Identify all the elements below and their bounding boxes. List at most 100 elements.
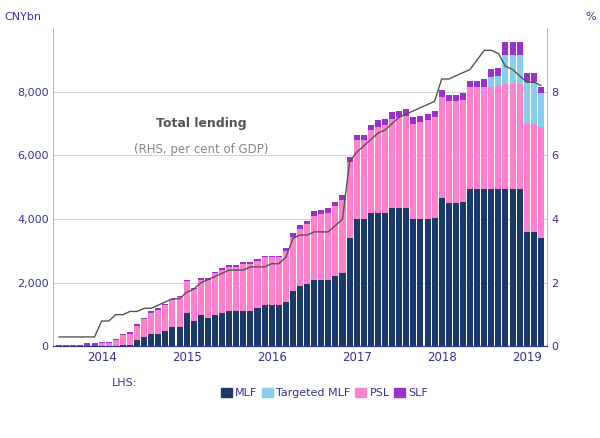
Bar [382,125,388,213]
Bar [368,130,374,213]
Bar [198,314,204,346]
Bar [425,120,431,219]
Bar [496,189,502,346]
Bar [254,261,260,308]
Bar [127,345,133,346]
Bar [453,101,459,203]
Bar [439,90,445,96]
Bar [98,342,104,343]
Bar [176,327,182,346]
Bar [531,124,537,232]
Bar [502,55,508,84]
Bar [56,345,62,346]
Bar [276,258,282,305]
Bar [169,299,175,300]
Bar [304,224,310,284]
Bar [233,265,239,267]
Bar [148,334,154,346]
Bar [318,209,324,214]
Bar [241,264,247,311]
Bar [262,305,268,346]
Bar [212,314,218,346]
Bar [460,93,466,100]
Bar [481,189,487,346]
Bar [496,76,502,85]
Bar [169,327,175,346]
Bar [502,84,508,189]
Bar [375,120,381,127]
Bar [155,308,161,310]
Bar [382,213,388,346]
Bar [488,189,494,346]
Bar [325,213,331,279]
Bar [488,70,494,78]
Bar [418,116,424,122]
Bar [205,318,211,346]
Bar [396,111,402,117]
Bar [509,42,515,55]
Bar [283,302,289,346]
Bar [361,140,367,219]
Bar [269,305,275,346]
Bar [311,211,317,216]
Bar [531,232,537,346]
Bar [92,343,98,346]
Bar [431,117,437,218]
Bar [389,113,395,119]
Bar [254,259,260,261]
Bar [467,189,473,346]
Text: Total lending: Total lending [156,117,247,130]
Bar [325,208,331,213]
Bar [531,82,537,124]
Bar [439,198,445,346]
Bar [538,87,544,93]
Bar [120,336,126,345]
Bar [283,248,289,251]
Bar [524,124,530,232]
Bar [169,300,175,327]
Bar [509,84,515,189]
Bar [254,308,260,346]
Bar [134,340,140,346]
Bar [219,270,225,313]
Bar [538,93,544,127]
Bar [127,334,133,345]
Bar [361,135,367,140]
Bar [311,279,317,346]
Bar [517,189,523,346]
Bar [318,214,324,279]
Bar [226,265,232,267]
Bar [509,55,515,84]
Bar [460,201,466,346]
Bar [176,296,182,297]
Bar [425,219,431,346]
Bar [403,208,409,346]
Text: (RHS, per cent of GDP): (RHS, per cent of GDP) [134,143,269,155]
Bar [141,318,147,319]
Bar [488,87,494,189]
Bar [347,162,353,238]
Bar [297,286,303,346]
Bar [247,262,253,264]
Bar [502,42,508,55]
Bar [304,284,310,346]
Bar [453,95,459,101]
Bar [148,311,154,313]
Text: LHS:: LHS: [112,378,137,388]
Bar [467,81,473,87]
Bar [191,321,197,346]
Bar [403,116,409,208]
Bar [120,345,126,346]
Bar [269,258,275,305]
Bar [502,189,508,346]
Bar [474,81,480,87]
Bar [205,279,211,318]
Bar [141,319,147,337]
Bar [226,267,232,311]
Bar [98,343,104,346]
Bar [106,343,112,346]
Bar [163,304,169,305]
Bar [431,218,437,346]
Bar [425,114,431,120]
Bar [353,135,359,140]
